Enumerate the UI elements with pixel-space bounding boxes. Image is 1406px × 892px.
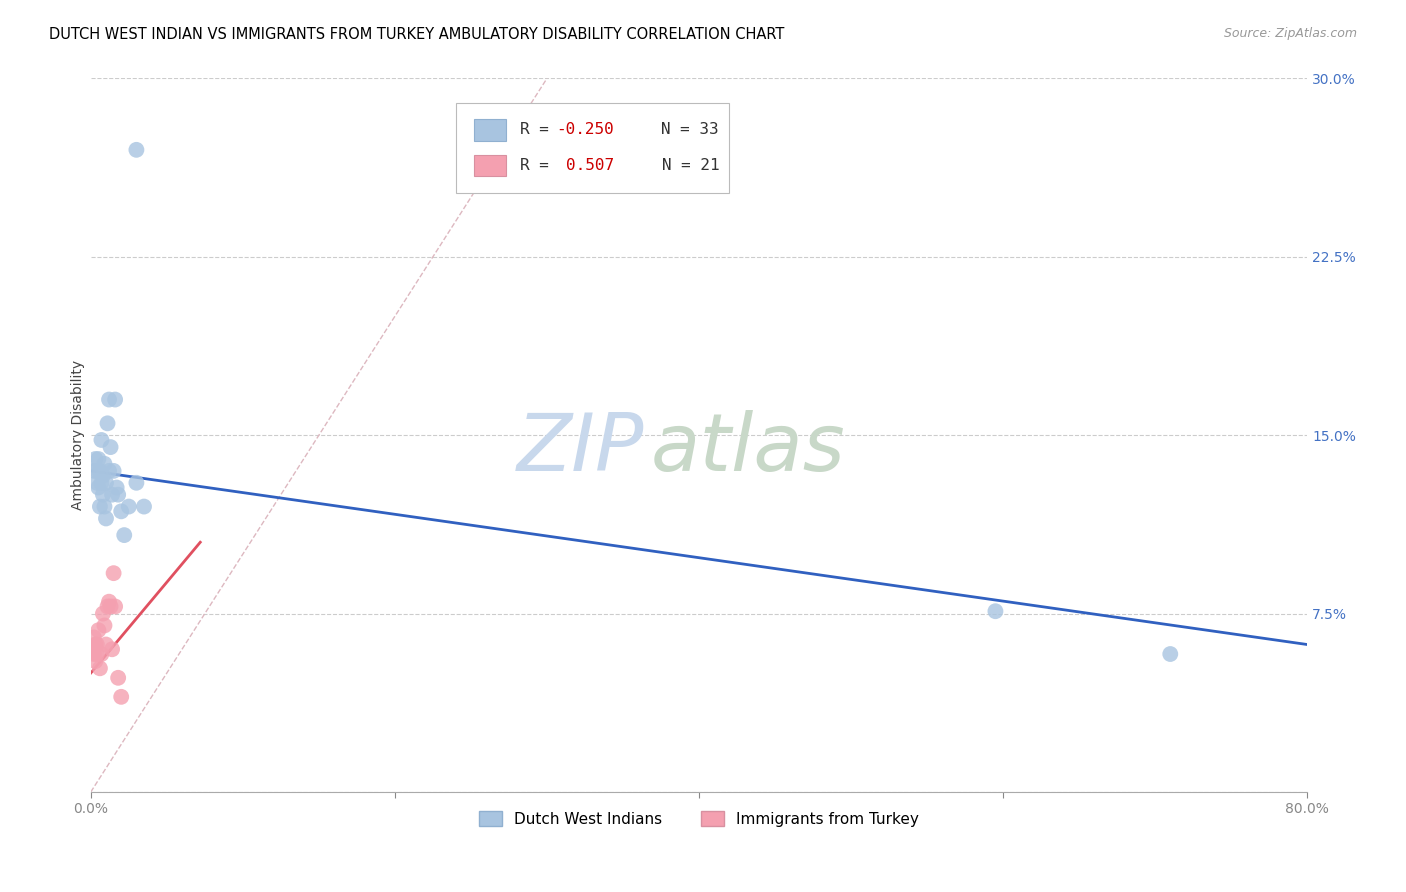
Point <box>107 488 129 502</box>
Point <box>87 452 110 467</box>
Point <box>110 504 132 518</box>
Point <box>94 511 117 525</box>
Point <box>83 464 105 478</box>
Point <box>104 392 127 407</box>
Point <box>110 690 132 704</box>
Text: DUTCH WEST INDIAN VS IMMIGRANTS FROM TURKEY AMBULATORY DISABILITY CORRELATION CH: DUTCH WEST INDIAN VS IMMIGRANTS FROM TUR… <box>49 27 785 42</box>
Point <box>103 464 125 478</box>
Point <box>98 392 121 407</box>
Point <box>107 671 129 685</box>
Point <box>984 604 1007 618</box>
Point <box>86 475 108 490</box>
Text: Source: ZipAtlas.com: Source: ZipAtlas.com <box>1223 27 1357 40</box>
Point <box>91 607 114 621</box>
Point <box>93 457 115 471</box>
Point <box>90 647 112 661</box>
Point <box>91 468 114 483</box>
Point <box>87 481 110 495</box>
Point <box>103 566 125 581</box>
Point <box>86 638 108 652</box>
Point <box>84 452 107 467</box>
Point <box>90 433 112 447</box>
Text: ZIP: ZIP <box>517 410 644 489</box>
Point <box>93 618 115 632</box>
Point <box>86 464 108 478</box>
Text: N = 21: N = 21 <box>633 158 720 173</box>
Point <box>132 500 155 514</box>
FancyBboxPatch shape <box>474 120 506 141</box>
Point <box>112 528 135 542</box>
Y-axis label: Ambulatory Disability: Ambulatory Disability <box>72 360 86 510</box>
Text: R =: R = <box>520 158 568 173</box>
Text: R =: R = <box>520 122 558 137</box>
Point <box>1159 647 1181 661</box>
Text: 0.507: 0.507 <box>567 158 614 173</box>
Point <box>93 500 115 514</box>
Point <box>90 475 112 490</box>
Point <box>101 488 124 502</box>
Point <box>125 475 148 490</box>
Point <box>89 661 111 675</box>
Point <box>82 642 104 657</box>
Point <box>91 488 114 502</box>
Point <box>104 599 127 614</box>
Text: atlas: atlas <box>651 410 845 489</box>
Point <box>84 638 107 652</box>
Point <box>89 464 111 478</box>
Text: -0.250: -0.250 <box>557 122 614 137</box>
Point <box>101 642 124 657</box>
Point <box>94 475 117 490</box>
Point <box>87 624 110 638</box>
Point <box>98 595 121 609</box>
Point <box>84 654 107 668</box>
Point <box>98 464 121 478</box>
Point <box>96 599 118 614</box>
Legend: Dutch West Indians, Immigrants from Turkey: Dutch West Indians, Immigrants from Turk… <box>471 803 927 834</box>
FancyBboxPatch shape <box>474 155 506 177</box>
FancyBboxPatch shape <box>456 103 730 193</box>
Text: N = 33: N = 33 <box>633 122 718 137</box>
Point <box>118 500 141 514</box>
Point <box>89 500 111 514</box>
Point <box>83 631 105 645</box>
Point <box>86 647 108 661</box>
Point <box>125 143 148 157</box>
Point <box>96 417 118 431</box>
Point <box>94 638 117 652</box>
Point <box>83 647 105 661</box>
Point <box>100 440 122 454</box>
Point <box>100 599 122 614</box>
Point <box>105 481 128 495</box>
